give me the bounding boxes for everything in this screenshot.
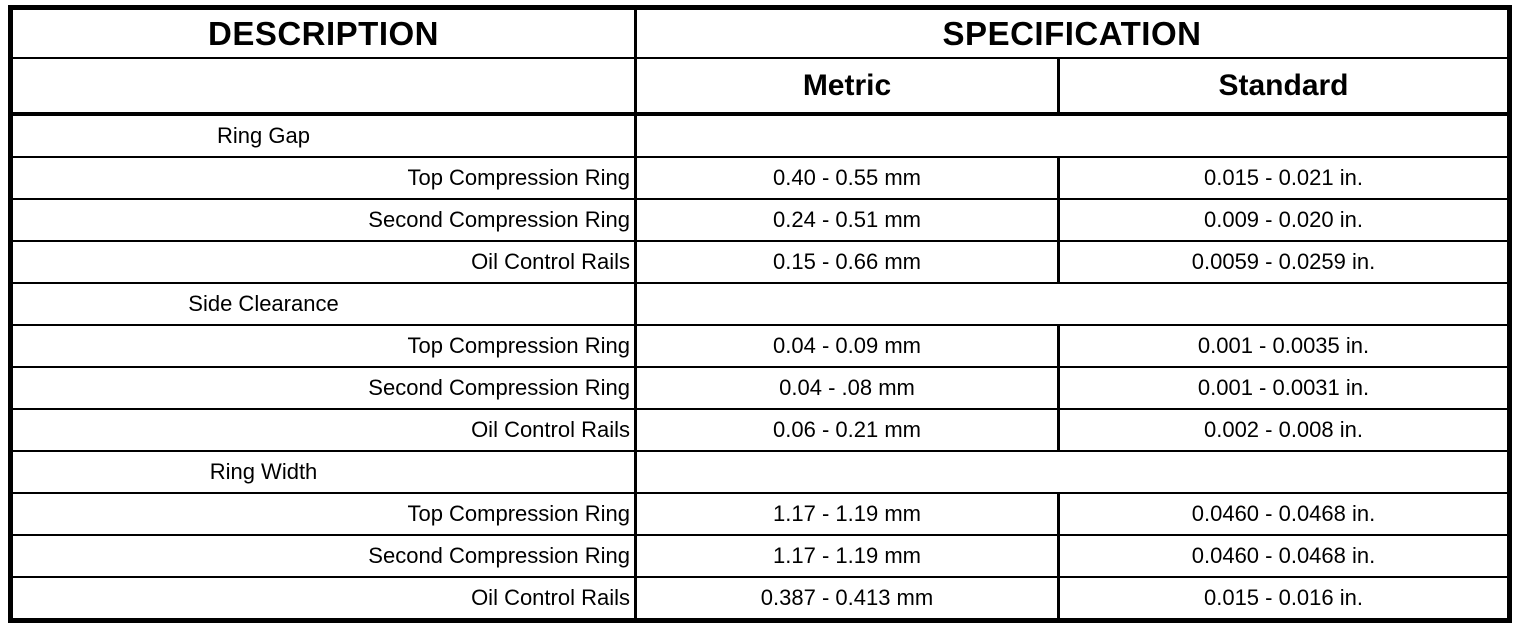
description-cell: Second Compression Ring — [13, 536, 637, 578]
description-cell: Second Compression Ring — [13, 200, 637, 242]
metric-value-cell: 0.04 - .08 mm — [637, 368, 1060, 410]
standard-value-cell: 0.009 - 0.020 in. — [1060, 200, 1507, 242]
specification-column-header: SPECIFICATION — [637, 10, 1507, 59]
section-label-ring-gap: Ring Gap — [13, 116, 637, 158]
metric-value-cell: 0.24 - 0.51 mm — [637, 200, 1060, 242]
standard-subheader: Standard — [1060, 59, 1507, 116]
section-spec-empty-cell — [637, 452, 1507, 494]
description-cell: Top Compression Ring — [13, 326, 637, 368]
description-cell: Second Compression Ring — [13, 368, 637, 410]
metric-value-cell: 1.17 - 1.19 mm — [637, 494, 1060, 536]
standard-value-cell: 0.001 - 0.0031 in. — [1060, 368, 1507, 410]
metric-value-cell: 0.15 - 0.66 mm — [637, 242, 1060, 284]
metric-value-cell: 0.40 - 0.55 mm — [637, 158, 1060, 200]
metric-value-cell: 1.17 - 1.19 mm — [637, 536, 1060, 578]
description-subheader-empty-cell — [13, 59, 637, 116]
metric-subheader: Metric — [637, 59, 1060, 116]
section-label-side-clearance: Side Clearance — [13, 284, 637, 326]
piston-ring-spec-table: DESCRIPTION SPECIFICATION Metric Standar… — [8, 5, 1512, 623]
standard-value-cell: 0.0460 - 0.0468 in. — [1060, 494, 1507, 536]
standard-value-cell: 0.015 - 0.021 in. — [1060, 158, 1507, 200]
description-cell: Oil Control Rails — [13, 578, 637, 618]
section-spec-empty-cell — [637, 284, 1507, 326]
standard-value-cell: 0.015 - 0.016 in. — [1203, 585, 1363, 610]
metric-value-cell: 0.04 - 0.09 mm — [637, 326, 1060, 368]
metric-value-cell: 0.387 - 0.413 mm — [637, 578, 1060, 618]
standard-value-cell: 0.0059 - 0.0259 in. — [1060, 242, 1507, 284]
standard-value-cell: 0.001 - 0.0035 in. — [1060, 326, 1507, 368]
metric-value-cell: 0.06 - 0.21 mm — [637, 410, 1060, 452]
section-spec-empty-cell — [637, 116, 1507, 158]
description-cell: Oil Control Rails — [13, 242, 637, 284]
description-column-header: DESCRIPTION — [13, 10, 637, 59]
standard-value-cell: 0.0460 - 0.0468 in. — [1060, 536, 1507, 578]
description-cell: Top Compression Ring — [13, 158, 637, 200]
standard-value-cell: 0.002 - 0.008 in. — [1060, 410, 1507, 452]
description-cell: Top Compression Ring — [13, 494, 637, 536]
description-cell: Oil Control Rails — [13, 410, 637, 452]
section-label-ring-width: Ring Width — [13, 452, 637, 494]
